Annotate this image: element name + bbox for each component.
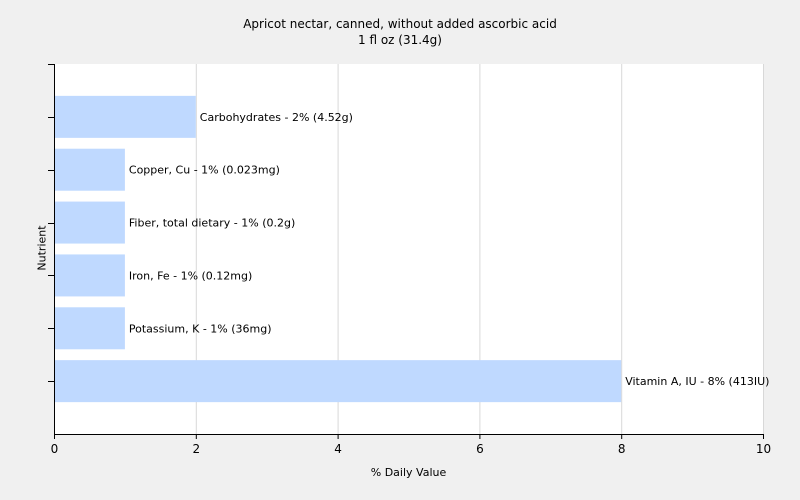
x-tick-label: 8 (618, 442, 626, 456)
bar (54, 95, 196, 138)
x-tick-label: 2 (192, 442, 200, 456)
bar-data-label: Potassium, K - 1% (36mg) (129, 322, 272, 335)
chart-subtitle: 1 fl oz (31.4g) (358, 33, 442, 47)
bar-data-label: Carbohydrates - 2% (4.52g) (200, 111, 353, 124)
bar-data-label: Fiber, total dietary - 1% (0.2g) (129, 217, 295, 230)
bar-data-label: Vitamin A, IU - 8% (413IU) (625, 375, 769, 388)
bar (54, 360, 622, 403)
bar-data-label: Copper, Cu - 1% (0.023mg) (129, 164, 280, 177)
bar (54, 201, 125, 244)
chart-title: Apricot nectar, canned, without added as… (243, 17, 557, 31)
bar-data-label: Iron, Fe - 1% (0.12mg) (129, 269, 252, 282)
chart-title-block: Apricot nectar, canned, without added as… (0, 16, 800, 48)
x-tick-label: 4 (334, 442, 342, 456)
bar (54, 254, 125, 297)
x-tick-label: 0 (51, 442, 59, 456)
x-axis-label: % Daily Value (370, 466, 447, 479)
x-tick-label: 6 (476, 442, 484, 456)
bar (54, 307, 125, 350)
x-tick-label: 10 (756, 442, 771, 456)
bar (54, 148, 125, 191)
